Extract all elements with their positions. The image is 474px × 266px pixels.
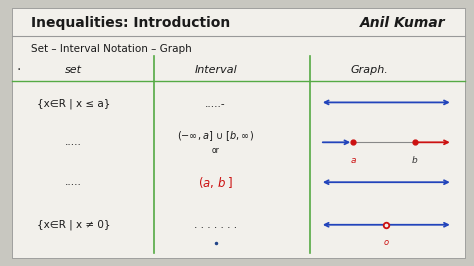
Text: Anil Kumar: Anil Kumar	[360, 16, 446, 30]
Text: o: o	[384, 238, 389, 247]
Text: set: set	[65, 65, 82, 76]
Text: Interval: Interval	[194, 65, 237, 76]
Text: Set – Interval Notation – Graph: Set – Interval Notation – Graph	[31, 44, 191, 54]
Text: Graph.: Graph.	[351, 65, 389, 76]
Text: a: a	[350, 156, 356, 165]
Text: or: or	[212, 146, 219, 155]
Text: {x∈R | x ≠ 0}: {x∈R | x ≠ 0}	[36, 219, 110, 230]
Text: .....-: .....-	[205, 99, 226, 109]
Text: Inequalities: Introduction: Inequalities: Introduction	[31, 16, 230, 30]
Text: . . . . . . .: . . . . . . .	[194, 220, 237, 230]
Text: .....: .....	[65, 177, 82, 187]
Text: $(-\infty,a]\,\cup\,[b,\infty)$: $(-\infty,a]\,\cup\,[b,\infty)$	[177, 129, 254, 143]
Text: .....: .....	[65, 137, 82, 147]
Text: b: b	[412, 156, 418, 165]
FancyBboxPatch shape	[12, 8, 465, 258]
Text: {x∈R | x ≤ a}: {x∈R | x ≤ a}	[37, 98, 110, 109]
Text: ·: ·	[17, 64, 21, 77]
Text: $(a,\,b\,]$: $(a,\,b\,]$	[198, 175, 233, 190]
